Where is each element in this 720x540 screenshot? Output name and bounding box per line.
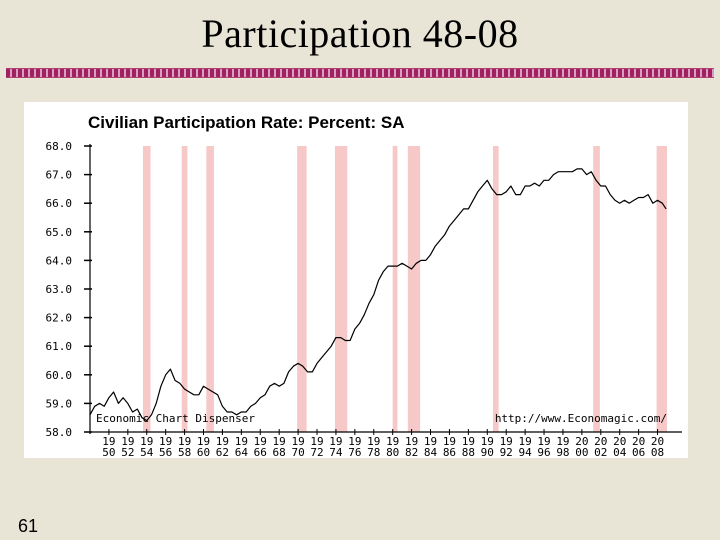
recession-band	[297, 146, 307, 432]
watermark-left: Economic Chart Dispenser	[96, 412, 255, 425]
watermark-right: http://www.Economagic.com/	[495, 412, 667, 425]
recession-band	[593, 146, 600, 432]
x-tick-label-century: 19	[310, 435, 323, 448]
slide-number: 61	[18, 516, 39, 536]
x-tick-label-century: 19	[254, 435, 267, 448]
y-tick-label: 65.0	[46, 226, 73, 239]
chart-title: Civilian Participation Rate: Percent: SA	[88, 113, 404, 132]
x-tick-label-century: 19	[216, 435, 229, 448]
x-tick-label-year: 68	[273, 446, 286, 458]
x-tick-label-year: 58	[178, 446, 191, 458]
x-tick-label-century: 19	[235, 435, 248, 448]
x-tick-label-year: 64	[235, 446, 249, 458]
recession-band	[206, 146, 214, 432]
x-tick-label-century: 19	[462, 435, 475, 448]
y-tick-label: 63.0	[46, 283, 73, 296]
y-tick-label: 60.0	[46, 369, 73, 382]
x-tick-label-year: 90	[481, 446, 494, 458]
x-tick-label-year: 78	[367, 446, 380, 458]
x-tick-label-century: 19	[518, 435, 531, 448]
y-tick-label: 68.0	[46, 140, 73, 153]
x-tick-label-year: 96	[537, 446, 550, 458]
series-layer	[89, 168, 667, 422]
x-tick-label-year: 74	[329, 446, 343, 458]
recession-band	[334, 146, 348, 432]
x-tick-label-century: 19	[481, 435, 494, 448]
x-tick-label-century: 19	[537, 435, 550, 448]
x-tick-label-year: 54	[140, 446, 154, 458]
x-tick-label-year: 88	[462, 446, 475, 458]
x-tick-label-century: 20	[613, 435, 626, 448]
x-tick-label-century: 19	[424, 435, 437, 448]
x-tick-label-century: 20	[632, 435, 645, 448]
y-tick-label: 66.0	[46, 197, 73, 210]
x-tick-label-year: 86	[443, 446, 456, 458]
x-tick-label-year: 50	[102, 446, 115, 458]
chart: Civilian Participation Rate: Percent: SA…	[24, 102, 688, 458]
x-tick-label-year: 60	[197, 446, 210, 458]
title-divider	[6, 68, 714, 78]
x-tick-label-century: 19	[348, 435, 361, 448]
slide-title: Participation 48-08	[201, 11, 519, 56]
x-tick-label-century: 19	[500, 435, 513, 448]
x-tick-label-year: 84	[424, 446, 438, 458]
x-tick-label-year: 02	[594, 446, 607, 458]
recession-band	[407, 146, 421, 432]
x-tick-label-century: 19	[367, 435, 380, 448]
x-tick-label-century: 19	[405, 435, 418, 448]
x-tick-label-year: 76	[348, 446, 361, 458]
y-tick-label: 58.0	[46, 426, 73, 439]
x-tick-label-year: 94	[518, 446, 532, 458]
x-tick-label-century: 19	[556, 435, 569, 448]
x-tick-label-year: 56	[159, 446, 172, 458]
x-tick-label-century: 20	[575, 435, 588, 448]
x-tick-label-year: 52	[121, 446, 134, 458]
x-tick-label-year: 70	[291, 446, 304, 458]
x-tick-label-year: 72	[310, 446, 323, 458]
series-line	[89, 168, 667, 422]
x-tick-label-century: 20	[651, 435, 664, 448]
y-tick-label: 64.0	[46, 254, 73, 267]
x-tick-label-century: 19	[121, 435, 134, 448]
x-tick-label-century: 19	[197, 435, 210, 448]
x-tick-label-century: 19	[178, 435, 191, 448]
axes: 58.0 59.0 60.0 61.0 62.0 63.0 64.0 65.0 66.0 67.0…	[46, 140, 682, 458]
recession-band	[181, 146, 188, 432]
recession-band	[656, 146, 667, 432]
recession-bands	[142, 146, 667, 432]
x-tick-label-century: 19	[291, 435, 304, 448]
x-tick-label-century: 19	[329, 435, 342, 448]
x-tick-label-century: 19	[273, 435, 286, 448]
y-tick-label: 59.0	[46, 397, 73, 410]
x-tick-label-year: 66	[254, 446, 267, 458]
x-tick-label-year: 06	[632, 446, 645, 458]
x-tick-label-year: 82	[405, 446, 418, 458]
x-tick-label-year: 62	[216, 446, 229, 458]
x-tick-label-year: 92	[500, 446, 513, 458]
chart-svg: Civilian Participation Rate: Percent: SA…	[46, 113, 682, 458]
x-tick-label-year: 04	[613, 446, 627, 458]
x-tick-label-century: 19	[443, 435, 456, 448]
x-tick-label-century: 19	[140, 435, 153, 448]
recession-band	[492, 146, 499, 432]
x-tick-label-year: 98	[556, 446, 569, 458]
x-tick-label-year: 08	[651, 446, 664, 458]
x-tick-label-year: 80	[386, 446, 399, 458]
x-tick-label-century: 20	[594, 435, 607, 448]
x-tick-label-century: 19	[102, 435, 115, 448]
x-tick-label-century: 19	[159, 435, 172, 448]
y-tick-label: 62.0	[46, 312, 73, 325]
recession-band	[392, 146, 398, 432]
x-tick-label-century: 19	[386, 435, 399, 448]
recession-band	[142, 146, 151, 432]
y-tick-label: 61.0	[46, 340, 73, 353]
x-tick-label-year: 00	[575, 446, 588, 458]
y-tick-label: 67.0	[46, 169, 73, 182]
